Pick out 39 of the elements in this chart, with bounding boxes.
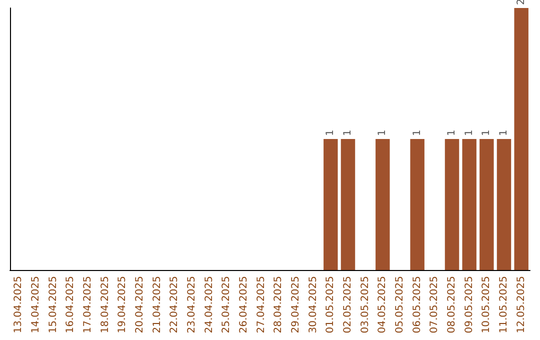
x-tick-label: 11.05.2025 [498,276,510,334]
x-tick-label: 29.04.2025 [290,276,302,334]
data-label: 2 [516,0,527,5]
x-tick-label: 22.04.2025 [169,276,180,334]
x-tick-label: 06.05.2025 [412,276,423,334]
x-tick-label: 15.04.2025 [48,276,59,334]
data-label: 1 [342,130,354,136]
x-tick-label: 12.05.2025 [516,276,527,334]
data-label: 1 [446,130,458,136]
data-label: 1 [464,130,475,136]
x-tick-label: 01.05.2025 [325,276,336,334]
x-tick-label: 13.04.2025 [13,276,24,334]
x-tick-label: 05.05.2025 [394,276,406,334]
x-tick-label: 10.05.2025 [481,276,492,334]
x-tick-label: 18.04.2025 [100,276,111,334]
data-label: 1 [377,130,388,136]
x-tick-label: 21.04.2025 [152,276,163,334]
x-tick-label: 14.04.2025 [30,276,42,334]
x-tick-label: 20.04.2025 [134,276,146,334]
x-tick-label: 17.04.2025 [82,276,94,334]
x-tick-label: 24.04.2025 [204,276,215,334]
x-tick-label: 16.04.2025 [65,276,76,334]
x-tick-label: 26.04.2025 [238,276,250,334]
data-label: 1 [325,130,336,136]
x-tick-label: 02.05.2025 [342,276,354,334]
x-tick-label: 27.04.2025 [256,276,267,334]
data-label: 1 [498,130,510,136]
x-tick-label: 04.05.2025 [377,276,388,334]
x-tick-label: 08.05.2025 [446,276,458,334]
x-tick-label: 23.04.2025 [186,276,198,334]
x-tick-label: 28.04.2025 [273,276,284,334]
data-label: 1 [412,130,423,136]
x-tick-label: 03.05.2025 [360,276,371,334]
data-label: 1 [481,130,492,136]
x-tick-label: 19.04.2025 [117,276,128,334]
x-tick-label: 09.05.2025 [464,276,475,334]
x-tick-label: 30.04.2025 [308,276,319,334]
x-tick-label: 25.04.2025 [221,276,232,334]
x-tick-label: 07.05.2025 [429,276,440,334]
